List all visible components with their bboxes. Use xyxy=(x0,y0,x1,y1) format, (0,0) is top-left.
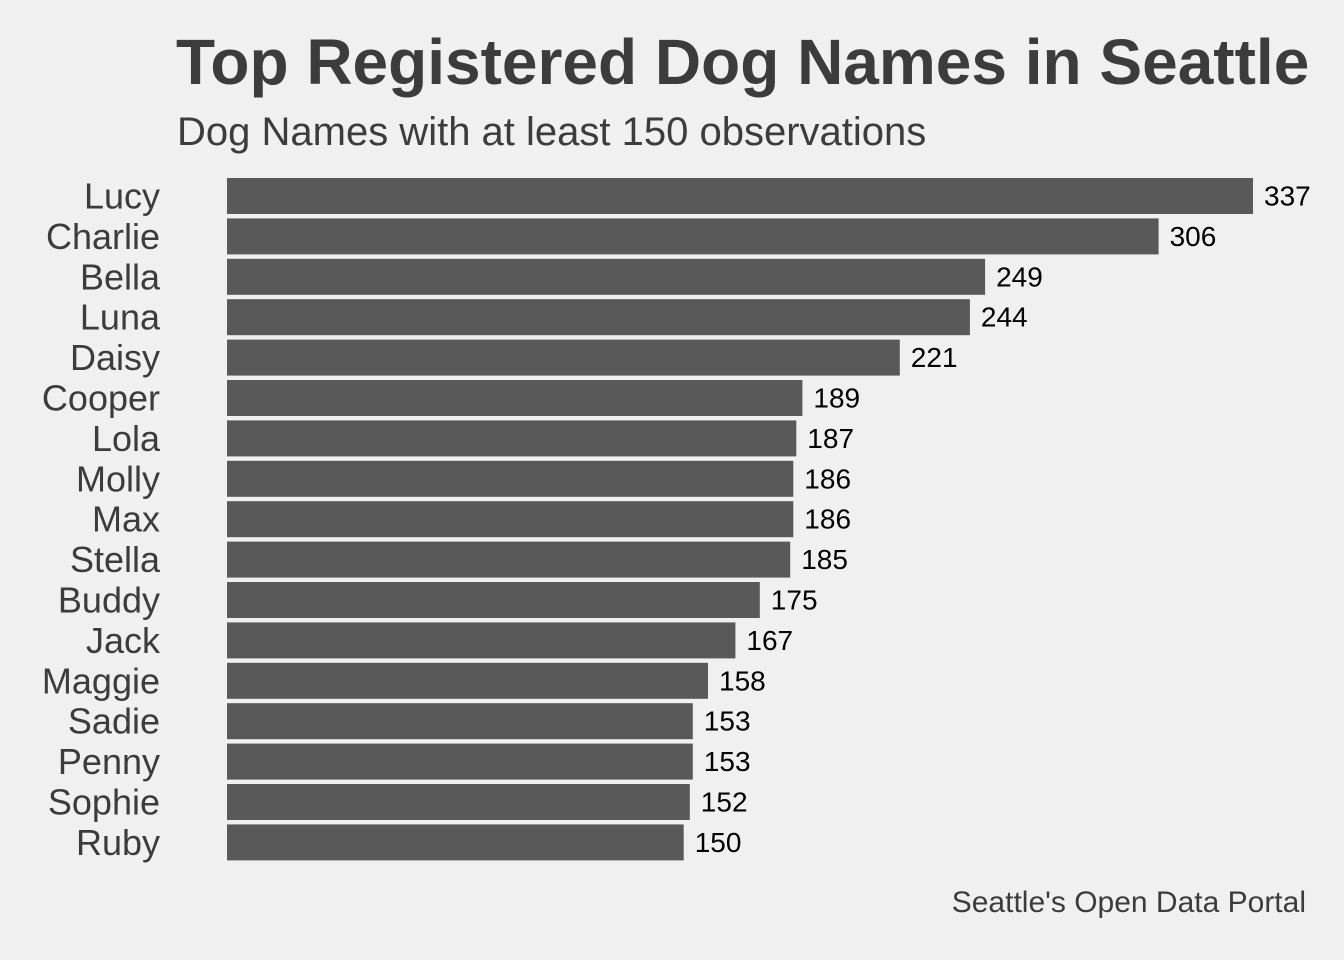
bars-layer xyxy=(227,178,1253,861)
value-label-lola: 187 xyxy=(807,423,854,454)
bar-luna xyxy=(227,299,970,336)
category-label-charlie: Charlie xyxy=(46,216,160,257)
value-label-sophie: 152 xyxy=(701,787,748,818)
chart-subtitle: Dog Names with at least 150 observations xyxy=(177,110,927,154)
bar-max xyxy=(227,501,794,538)
bar-cooper xyxy=(227,380,803,416)
value-label-cooper: 189 xyxy=(813,383,860,414)
category-label-ruby: Ruby xyxy=(76,822,160,863)
category-label-bella: Bella xyxy=(80,256,161,297)
category-label-max: Max xyxy=(92,499,160,540)
bar-molly xyxy=(227,460,794,497)
category-label-luna: Luna xyxy=(80,297,161,338)
value-label-bella: 249 xyxy=(996,261,1043,292)
category-label-cooper: Cooper xyxy=(42,378,160,419)
category-label-lola: Lola xyxy=(92,418,161,459)
value-label-lucy: 337 xyxy=(1264,181,1311,212)
value-label-stella: 185 xyxy=(801,544,848,575)
bar-lucy xyxy=(227,178,1253,214)
value-label-jack: 167 xyxy=(746,625,793,656)
bar-sophie xyxy=(227,784,690,820)
category-label-jack: Jack xyxy=(86,620,161,661)
value-label-penny: 153 xyxy=(704,746,751,777)
bar-jack xyxy=(227,622,736,659)
category-label-molly: Molly xyxy=(76,458,160,499)
chart-title: Top Registered Dog Names in Seattle xyxy=(176,26,1310,98)
bar-penny xyxy=(227,743,693,780)
category-label-lucy: Lucy xyxy=(84,176,160,217)
value-label-charlie: 306 xyxy=(1170,221,1217,252)
value-labels: 337 306 249 244 221 189 187 186 186 185 175 167 158 1… xyxy=(695,181,1311,858)
category-label-sadie: Sadie xyxy=(68,701,160,742)
bar-lola xyxy=(227,420,797,457)
bar-maggie xyxy=(227,662,708,699)
bar-ruby xyxy=(227,824,684,861)
category-label-stella: Stella xyxy=(70,539,161,580)
category-labels: LucyCharlieBellaLunaDaisyCooperLolaMolly… xyxy=(42,176,161,863)
category-label-maggie: Maggie xyxy=(42,660,160,701)
value-label-molly: 186 xyxy=(804,463,851,494)
bar-bella xyxy=(227,258,986,295)
category-label-penny: Penny xyxy=(58,741,160,782)
value-label-daisy: 221 xyxy=(911,342,958,373)
value-label-max: 186 xyxy=(804,504,851,535)
category-label-sophie: Sophie xyxy=(48,782,160,823)
bar-sadie xyxy=(227,703,693,740)
category-label-daisy: Daisy xyxy=(70,337,160,378)
value-label-ruby: 150 xyxy=(695,827,742,858)
value-label-sadie: 153 xyxy=(704,706,751,737)
category-label-buddy: Buddy xyxy=(58,580,160,621)
value-label-maggie: 158 xyxy=(719,665,766,696)
bar-daisy xyxy=(227,339,900,376)
bar-charlie xyxy=(227,218,1159,255)
bar-buddy xyxy=(227,582,760,618)
chart-caption: Seattle's Open Data Portal xyxy=(951,886,1306,919)
value-label-luna: 244 xyxy=(981,302,1028,333)
bar-stella xyxy=(227,541,791,578)
value-label-buddy: 175 xyxy=(771,585,818,616)
